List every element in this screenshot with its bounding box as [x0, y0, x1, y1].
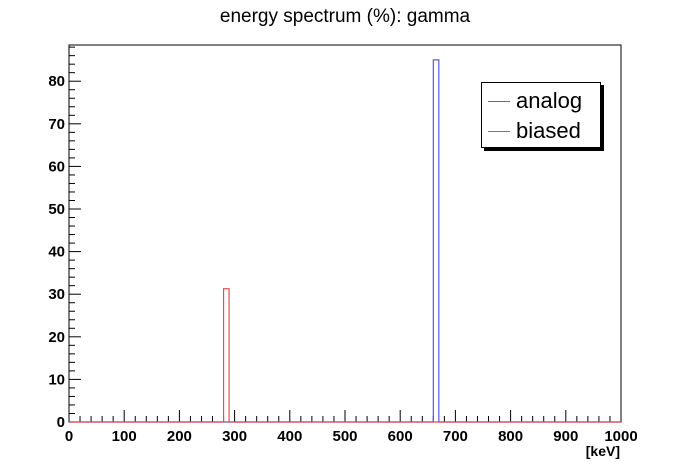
histogram-bar-biased — [69, 288, 621, 423]
y-tick-label: 60 — [48, 158, 65, 175]
y-tick-label: 70 — [48, 116, 65, 133]
y-tick-label: 80 — [48, 73, 65, 90]
x-tick-label: 700 — [443, 428, 468, 445]
x-tick-label: 300 — [222, 428, 247, 445]
legend-label-biased: biased — [516, 118, 581, 143]
legend-label-analog: analog — [516, 88, 583, 113]
y-tick-label: 20 — [48, 329, 65, 346]
y-tick-label: 10 — [48, 371, 65, 388]
x-tick-label: 800 — [498, 428, 523, 445]
x-axis-unit-label: [keV] — [585, 443, 620, 459]
x-tick-label: 200 — [167, 428, 192, 445]
legend-swatch-analog — [488, 100, 510, 102]
legend-entry-biased: biased — [488, 117, 581, 145]
legend-swatch-biased — [488, 130, 510, 132]
legend: analog biased — [481, 82, 601, 148]
y-tick-label: 30 — [48, 286, 65, 303]
x-tick-label: 400 — [277, 428, 302, 445]
y-tick-label: 50 — [48, 201, 65, 218]
x-tick-label: 600 — [388, 428, 413, 445]
x-tick-label: 500 — [332, 428, 357, 445]
chart-title: energy spectrum (%): gamma — [219, 6, 471, 27]
x-tick-label: 1000 — [604, 428, 637, 445]
y-tick-label: 40 — [48, 244, 65, 261]
y-tick-label: 0 — [57, 414, 65, 431]
x-tick-label: 900 — [553, 428, 578, 445]
x-tick-label: 0 — [65, 428, 73, 445]
x-tick-label: 100 — [112, 428, 137, 445]
legend-entry-analog: analog — [488, 87, 582, 115]
